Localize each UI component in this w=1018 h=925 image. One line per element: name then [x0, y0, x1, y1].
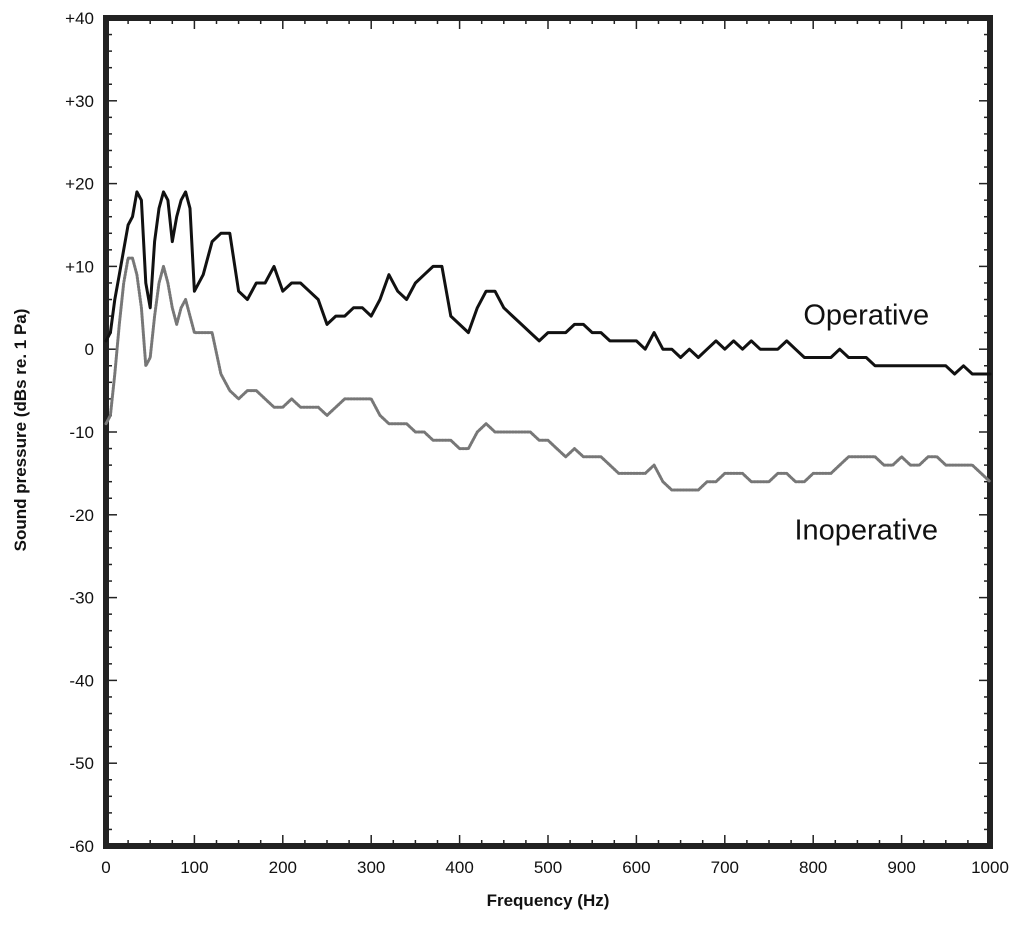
x-tick-label: 100	[180, 858, 208, 877]
series-label-operative: Operative	[803, 299, 929, 331]
y-tick-label: -10	[69, 423, 94, 442]
y-axis-title: Sound pressure (dBs re. 1 Pa)	[11, 309, 30, 552]
series-line-inoperative	[104, 256, 992, 492]
x-tick-label: 900	[887, 858, 915, 877]
y-tick-label: +10	[65, 257, 94, 276]
x-tick-label: 800	[799, 858, 827, 877]
plot-frame	[103, 15, 993, 849]
y-tick-label: +40	[65, 9, 94, 28]
y-tick-label: -50	[69, 754, 94, 773]
x-tick-label: 600	[622, 858, 650, 877]
series-annotations: Operative Inoperative	[794, 299, 938, 546]
x-tick-label: 300	[357, 858, 385, 877]
x-tick-label: 200	[269, 858, 297, 877]
tick-labels: 0 100 200 300 400 500 600 700 800 900 1000 +40 +30 +2…	[65, 9, 1009, 877]
series-label-inoperative: Inoperative	[794, 515, 938, 547]
series-layer	[104, 190, 992, 492]
y-tick-label: -40	[69, 671, 94, 690]
tick-marks	[105, 17, 991, 847]
series-line-operative	[104, 190, 992, 376]
x-axis-title: Frequency (Hz)	[487, 891, 610, 910]
x-tick-label: 700	[711, 858, 739, 877]
y-tick-label: +20	[65, 175, 94, 194]
y-tick-label: +30	[65, 92, 94, 111]
x-tick-label: 1000	[971, 858, 1009, 877]
x-tick-label: 0	[101, 858, 110, 877]
x-tick-label: 400	[445, 858, 473, 877]
y-tick-label: -60	[69, 837, 94, 856]
y-tick-label: -30	[69, 589, 94, 608]
x-tick-label: 500	[534, 858, 562, 877]
y-tick-label: 0	[85, 340, 94, 359]
y-tick-label: -20	[69, 506, 94, 525]
